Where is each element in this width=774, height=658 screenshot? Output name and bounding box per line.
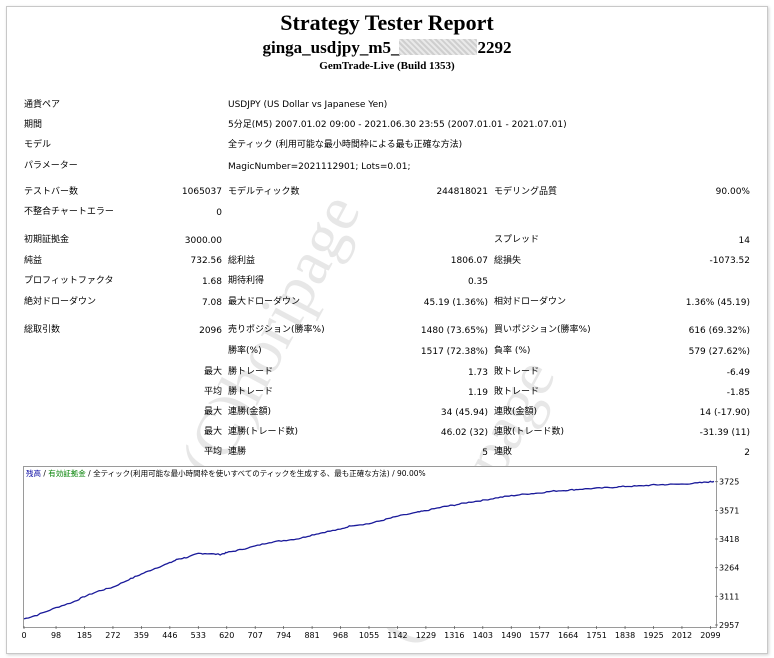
stat-label-long: 買いポジション(勝率%) (494, 325, 591, 335)
stat-label-loss-pct: 負率 (%) (494, 346, 531, 356)
stat-value-deposit: 3000.00 (184, 236, 222, 246)
stat-label-max-cons-loss-cnt: 連敗(トレード数) (494, 427, 565, 437)
stat-label-max-cons-win-amt: 連勝(金額) (228, 407, 272, 417)
stat-value-avg-loss: -1.85 (726, 388, 750, 398)
stat-label-short: 売りポジション(勝率%) (228, 325, 325, 335)
stat-label-avg-win: 勝トレード (228, 387, 274, 397)
stat-value-expected-payoff: 0.35 (467, 277, 488, 287)
stat-word-avg-2: 平均 (203, 447, 222, 457)
report-subtitle: ginga_usdjpy_m5_ 2292 (262, 38, 512, 57)
stat-value-profit-factor: 1.68 (201, 277, 222, 287)
stat-value-loss-pct: 579 (27.62%) (688, 347, 750, 357)
stat-label-mismatch: 不整合チャートエラー (24, 207, 114, 217)
stat-value-quality: 90.00% (715, 187, 750, 197)
stat-label-rel-dd: 相対ドローダウン (494, 297, 567, 307)
stat-label-avg-cons-loss: 連敗 (494, 447, 513, 457)
stat-value-gross-loss: -1073.52 (709, 256, 750, 266)
stat-word-max-2: 最大 (203, 407, 222, 417)
param-label-model: モデル (24, 140, 52, 150)
legend-balance: 残高 (26, 469, 41, 478)
stat-value-mismatch: 0 (216, 208, 222, 218)
param-value-symbol: USDJPY (US Dollar vs Japanese Yen) (228, 100, 388, 110)
stat-label-bars: テストバー数 (24, 187, 79, 197)
stat-value-short: 1480 (73.65%) (420, 326, 488, 336)
stat-value-gross-profit: 1806.07 (450, 256, 488, 266)
stat-value-long: 616 (69.32%) (688, 326, 750, 336)
stat-label-profit-factor: プロフィットファクタ (24, 276, 114, 286)
stat-value-abs-dd: 7.08 (201, 298, 222, 308)
param-value-parameters: MagicNumber=2021112901; Lots=0.01; (228, 162, 411, 172)
legend-quality: 90.00% (397, 469, 426, 478)
stat-value-max-cons-win-amt: 34 (45.94) (440, 408, 488, 418)
stat-label-largest-win: 勝トレード (228, 367, 274, 377)
stat-label-ticks: モデルティック数 (228, 187, 300, 197)
param-value-period: 5分足(M5) 2007.01.02 09:00 - 2021.06.30 23… (228, 120, 567, 130)
stat-value-avg-win: 1.19 (467, 388, 488, 398)
stat-word-max-3: 最大 (203, 427, 222, 437)
stat-value-win-pct: 1517 (72.38%) (420, 347, 488, 357)
stat-value-rel-dd: 1.36% (45.19) (685, 298, 750, 308)
stat-value-avg-cons-loss: 2 (744, 448, 750, 458)
param-label-parameters: パラメーター (24, 161, 78, 171)
param-label-symbol: 通貨ペア (24, 100, 61, 110)
stat-label-abs-dd: 絶対ドローダウン (24, 297, 97, 307)
stat-value-max-dd: 45.19 (1.36%) (423, 298, 488, 308)
stat-label-avg-loss: 敗トレード (494, 387, 540, 397)
stat-word-avg-1: 平均 (203, 387, 222, 397)
stat-value-avg-cons-win: 5 (482, 448, 488, 458)
stat-value-max-cons-win-cnt: 46.02 (32) (440, 428, 488, 438)
stat-label-deposit: 初期証拠金 (24, 235, 70, 245)
stat-value-largest-win: 1.73 (467, 368, 488, 378)
stat-label-win-pct: 勝率(%) (228, 346, 262, 356)
stat-value-max-cons-loss-amt: 14 (-17.90) (699, 408, 750, 418)
stat-word-max-1: 最大 (203, 367, 222, 377)
stat-label-expected-payoff: 期待利得 (228, 276, 265, 286)
stat-label-max-dd: 最大ドローダウン (228, 297, 301, 307)
stat-value-max-cons-loss-cnt: -31.39 (11) (699, 428, 750, 438)
stat-value-total-trades: 2096 (199, 326, 222, 336)
stat-label-spread: スプレッド (494, 235, 540, 245)
stat-label-total-trades: 総取引数 (24, 325, 61, 335)
stat-label-gross-loss: 総損失 (494, 256, 522, 266)
redaction-mask (399, 39, 478, 55)
param-label-period: 期間 (24, 120, 43, 130)
stat-label-avg-cons-win: 連勝 (228, 447, 247, 457)
stat-value-ticks: 244818021 (436, 187, 488, 197)
stat-value-net: 732.56 (190, 256, 223, 266)
stat-label-quality: モデリング品質 (494, 187, 558, 197)
stat-label-gross-profit: 総利益 (228, 256, 256, 266)
param-value-model: 全ティック (利用可能な最小時間枠による最も正確な方法) (228, 140, 463, 150)
report-build: GemTrade-Live (Build 1353) (319, 60, 455, 72)
stat-label-net: 純益 (24, 256, 43, 266)
stat-value-largest-loss: -6.49 (726, 368, 750, 378)
legend-model: 全ティック(利用可能な最小時間枠を使いすべてのティックを生成する、最も正確な方法… (93, 469, 390, 478)
chart-legend: 残高 / 有効証拠金 / 全ティック(利用可能な最小時間枠を使いすべてのティック… (26, 469, 426, 478)
stat-value-bars: 1065037 (181, 187, 222, 197)
stat-label-max-cons-loss-amt: 連敗(金額) (494, 407, 538, 417)
stat-label-max-cons-win-cnt: 連勝(トレード数) (228, 427, 299, 437)
report-title: Strategy Tester Report (280, 10, 494, 35)
stat-value-spread: 14 (738, 236, 750, 246)
legend-equity: 有効証拠金 (48, 469, 86, 478)
stat-label-largest-loss: 敗トレード (494, 367, 540, 377)
balance-chart (23, 466, 717, 628)
